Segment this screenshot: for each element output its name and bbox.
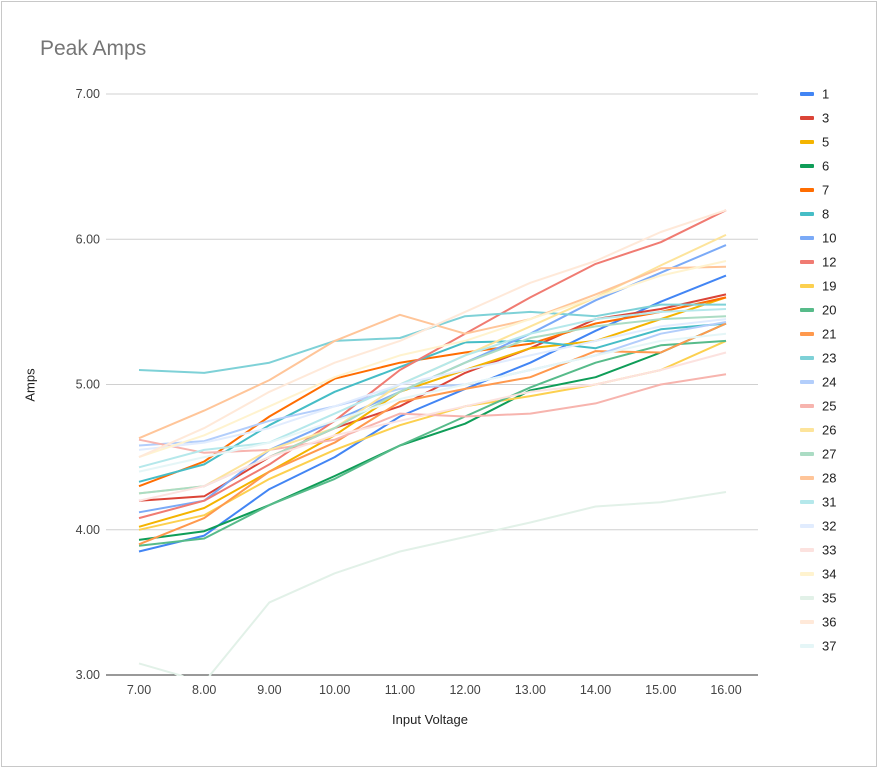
legend-swatch-1 xyxy=(800,92,814,96)
legend-label-33: 33 xyxy=(822,543,836,558)
legend-swatch-12 xyxy=(800,260,814,264)
legend-swatch-26 xyxy=(800,428,814,432)
x-tick-label: 13.00 xyxy=(515,683,546,697)
legend-label-7: 7 xyxy=(822,183,829,198)
legend-label-10: 10 xyxy=(822,231,836,246)
legend-label-26: 26 xyxy=(822,423,836,438)
x-tick-label: 11.00 xyxy=(385,683,415,697)
legend-swatch-8 xyxy=(800,212,814,216)
series-line-20 xyxy=(138,339,727,547)
chart-title: Peak Amps xyxy=(40,37,147,60)
legend-label-34: 34 xyxy=(822,567,836,582)
legend-swatch-3 xyxy=(800,116,814,120)
x-tick-label: 9.00 xyxy=(257,683,281,697)
legend-swatch-37 xyxy=(800,644,814,648)
legend-swatch-24 xyxy=(800,380,814,384)
legend-label-20: 20 xyxy=(822,303,836,318)
series-line-8 xyxy=(138,322,727,483)
series-line-25 xyxy=(138,373,727,454)
x-axis-label: Input Voltage xyxy=(392,712,468,727)
legend-swatch-21 xyxy=(800,332,814,336)
legend-swatch-28 xyxy=(800,476,814,480)
y-tick-label: 3.00 xyxy=(76,668,100,682)
x-tick-label: 10.00 xyxy=(319,683,350,697)
series-line-5 xyxy=(138,296,727,528)
x-tick-label: 14.00 xyxy=(580,683,611,697)
series-line-37 xyxy=(138,332,727,473)
x-tick-label: 8.00 xyxy=(192,683,216,697)
legend-label-8: 8 xyxy=(822,207,829,222)
series-line-36 xyxy=(138,209,727,459)
legend-swatch-32 xyxy=(800,524,814,528)
legend-swatch-35 xyxy=(800,596,814,600)
legend-label-21: 21 xyxy=(822,327,836,342)
y-tick-label: 6.00 xyxy=(76,232,100,246)
legend-swatch-33 xyxy=(800,548,814,552)
legend-label-31: 31 xyxy=(822,495,836,510)
legend-label-37: 37 xyxy=(822,639,836,654)
legend-label-6: 6 xyxy=(822,159,829,174)
legend-label-35: 35 xyxy=(822,591,836,606)
x-tick-label: 7.00 xyxy=(127,683,151,697)
y-tick-label: 5.00 xyxy=(76,378,100,392)
legend-swatch-34 xyxy=(800,572,814,576)
legend-label-27: 27 xyxy=(822,447,836,462)
legend-label-28: 28 xyxy=(822,471,836,486)
legend-swatch-27 xyxy=(800,452,814,456)
series-line-28 xyxy=(138,265,727,440)
legend-label-5: 5 xyxy=(822,135,829,150)
legend-label-12: 12 xyxy=(822,255,836,270)
legend-label-32: 32 xyxy=(822,519,836,534)
x-tick-label: 12.00 xyxy=(449,683,480,697)
series-line-10 xyxy=(138,244,727,514)
y-tick-label: 7.00 xyxy=(76,87,100,101)
series-line-24 xyxy=(138,321,727,447)
series-line-35 xyxy=(138,491,727,676)
legend-swatch-6 xyxy=(800,164,814,168)
legend-label-25: 25 xyxy=(822,399,836,414)
series-line-3 xyxy=(138,293,727,502)
legend-label-3: 3 xyxy=(822,111,829,126)
series-line-32 xyxy=(138,318,727,451)
legend-label-19: 19 xyxy=(822,279,836,294)
series-line-34 xyxy=(138,260,727,459)
series-line-21 xyxy=(138,322,727,546)
legend-swatch-5 xyxy=(800,140,814,144)
legend-swatch-23 xyxy=(800,356,814,360)
y-tick-label: 4.00 xyxy=(76,523,100,537)
legend-label-23: 23 xyxy=(822,351,836,366)
series-line-7 xyxy=(138,296,727,488)
x-tick-label: 16.00 xyxy=(710,683,741,697)
series-line-6 xyxy=(138,322,727,541)
legend-swatch-36 xyxy=(800,620,814,624)
x-tick-label: 15.00 xyxy=(645,683,676,697)
legend-swatch-25 xyxy=(800,404,814,408)
series-line-27 xyxy=(138,315,727,495)
legend-swatch-20 xyxy=(800,308,814,312)
legend-swatch-31 xyxy=(800,500,814,504)
legend-label-1: 1 xyxy=(822,87,829,102)
legend-swatch-19 xyxy=(800,284,814,288)
legend-swatch-7 xyxy=(800,188,814,192)
legend-label-24: 24 xyxy=(822,375,836,390)
series-line-33 xyxy=(138,351,727,502)
series-line-31 xyxy=(138,308,727,469)
legend-label-36: 36 xyxy=(822,615,836,630)
series-line-26 xyxy=(138,233,727,495)
series-line-12 xyxy=(138,209,727,520)
legend-swatch-10 xyxy=(800,236,814,240)
